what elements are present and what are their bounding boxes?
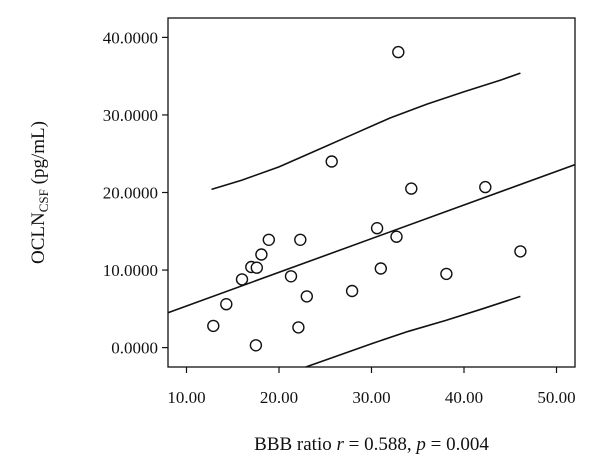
data-point: [294, 233, 307, 247]
y-tick-label: 10.0000: [103, 261, 158, 280]
data-point: [300, 290, 313, 303]
y-tick-label: 40.0000: [103, 28, 158, 47]
data-point: [207, 319, 220, 333]
y-tick-label: 20.0000: [103, 184, 158, 203]
x-tick-label: 10.00: [167, 388, 205, 407]
data-point: [390, 230, 403, 243]
x-tick-label: 20.00: [260, 388, 298, 407]
upper-confidence-line: [211, 72, 521, 191]
x-tick-label: 40.00: [445, 388, 483, 407]
y-axis-title: OCLNCSF (pg/mL): [28, 121, 51, 264]
data-point: [374, 262, 387, 275]
data-point: [220, 298, 233, 311]
x-axis-title-p-symbol: p: [414, 434, 426, 455]
y-axis-title-subscript: CSF: [36, 189, 51, 212]
data-point: [249, 339, 263, 352]
data-point: [292, 321, 305, 334]
data-point: [250, 261, 263, 274]
regression-line: [168, 163, 575, 314]
x-axis-title: BBB ratio r = 0.588, p = 0.004: [254, 434, 489, 455]
x-axis-title-prefix: BBB ratio: [254, 434, 336, 455]
chart-bands: [168, 72, 575, 367]
data-point: [479, 180, 492, 194]
x-axis: 10.00 20.00 30.00 40.00 50.00: [167, 367, 576, 407]
data-point: [440, 267, 453, 281]
x-tick-label: 50.00: [537, 388, 575, 407]
x-axis-title-r-value: = 0.588,: [344, 434, 416, 455]
x-axis-title-r-symbol: r: [337, 434, 345, 455]
y-tick-label: 30.0000: [103, 106, 158, 125]
chart-points: [207, 45, 527, 352]
lower-confidence-line: [305, 295, 521, 367]
x-axis-title-p-value: = 0.004: [426, 434, 489, 455]
y-axis: 0.0000 10.0000 20.0000 30.0000 40.0000: [103, 28, 168, 358]
x-tick-label: 30.00: [352, 388, 390, 407]
plot-frame: [167, 17, 576, 368]
data-point: [262, 233, 275, 247]
data-point: [284, 270, 298, 283]
data-point: [514, 245, 527, 258]
data-point: [405, 182, 418, 195]
data-point: [392, 45, 405, 59]
data-point: [235, 273, 249, 286]
y-axis-title-main: OCLN: [28, 212, 49, 264]
y-tick-label: 0.0000: [111, 339, 158, 358]
y-axis-title-unit: (pg/mL): [28, 121, 49, 189]
data-point: [345, 284, 359, 298]
data-point: [370, 221, 384, 235]
data-point: [325, 155, 338, 168]
data-point: [255, 248, 268, 261]
